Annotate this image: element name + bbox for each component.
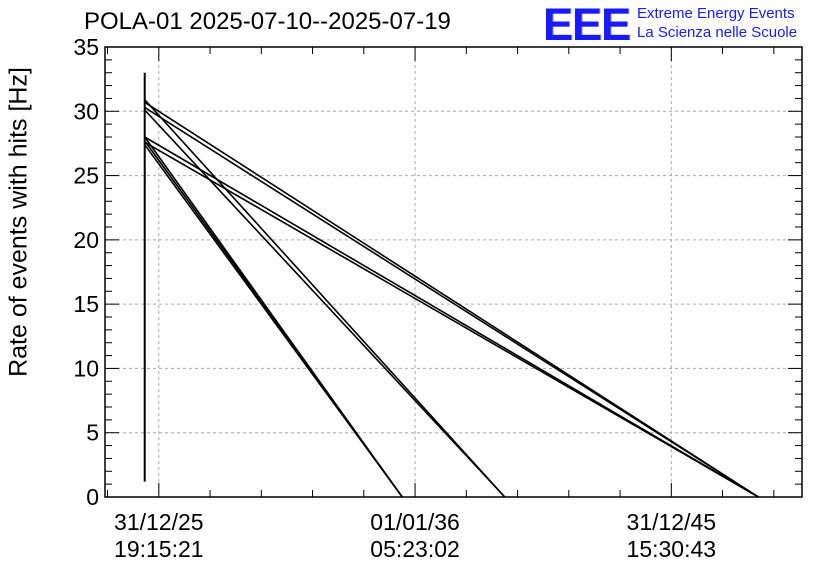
x-tick-label-time: 19:15:21 — [114, 536, 204, 562]
data-series-line-6 — [144, 141, 759, 498]
x-tick-label-time: 05:23:02 — [370, 536, 460, 562]
brand-text: Extreme Energy Events La Scienza nelle S… — [637, 4, 797, 42]
y-tick-label: 15 — [73, 291, 99, 317]
x-tick-label-date: 31/12/25 — [114, 509, 204, 535]
chart-title: POLA-01 2025-07-10--2025-07-19 — [84, 8, 451, 35]
y-tick-label: 35 — [73, 34, 99, 60]
brand-line-1: Extreme Energy Events — [637, 5, 795, 22]
data-series-line-2 — [144, 106, 759, 498]
y-tick-label: 10 — [73, 355, 99, 381]
y-tick-label: 25 — [73, 163, 99, 189]
data-series-line-3 — [144, 99, 506, 498]
y-tick-label: 0 — [86, 484, 99, 510]
data-series-line-4 — [144, 109, 506, 498]
x-tick-label-time: 15:30:43 — [627, 536, 717, 562]
brand-line-2: La Scienza nelle Scuole — [637, 24, 798, 41]
y-tick-label: 20 — [73, 227, 99, 253]
y-tick-label: 5 — [86, 420, 99, 446]
plot-frame — [104, 46, 803, 498]
y-tick-label: 30 — [73, 98, 99, 124]
x-tick-label-date: 31/12/45 — [627, 509, 717, 535]
x-tick-label-date: 01/01/36 — [370, 509, 460, 535]
data-series-line-9 — [144, 144, 403, 498]
eee-logo: EEE — [543, 0, 631, 50]
